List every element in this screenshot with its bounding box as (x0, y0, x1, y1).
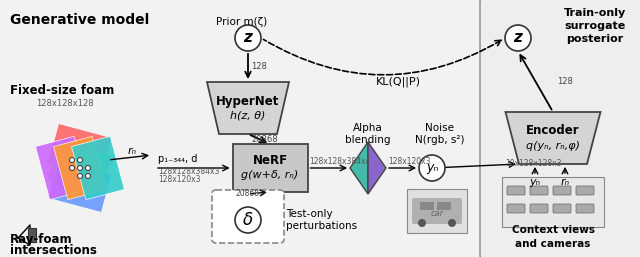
Text: 128: 128 (251, 62, 267, 71)
Text: Noise
N(rgb, s²): Noise N(rgb, s²) (415, 123, 465, 145)
Text: g(w+δ, rₙ): g(w+δ, rₙ) (241, 170, 299, 180)
Circle shape (505, 25, 531, 51)
Text: yₙ: yₙ (529, 177, 541, 187)
FancyBboxPatch shape (553, 204, 571, 213)
FancyBboxPatch shape (0, 0, 483, 257)
Bar (47, 134, 113, 201)
Circle shape (77, 158, 83, 162)
Text: car: car (430, 208, 444, 217)
Bar (48, 160, 112, 213)
Bar (36, 136, 88, 200)
Polygon shape (350, 142, 368, 194)
Text: 10x128x128x3: 10x128x128x3 (505, 160, 561, 169)
Polygon shape (368, 142, 386, 194)
Circle shape (419, 155, 445, 181)
Circle shape (235, 25, 261, 51)
Bar (48, 142, 112, 195)
FancyBboxPatch shape (576, 204, 594, 213)
FancyBboxPatch shape (232, 144, 307, 192)
FancyBboxPatch shape (553, 186, 571, 195)
Text: Test-only
perturbations: Test-only perturbations (286, 209, 357, 231)
Text: z: z (513, 31, 522, 45)
Text: p₁₋₃₄₄, d: p₁₋₃₄₄, d (158, 154, 197, 164)
Text: 128x120x3: 128x120x3 (158, 175, 200, 183)
FancyBboxPatch shape (212, 190, 284, 243)
Bar (47, 134, 113, 201)
Circle shape (235, 207, 261, 233)
FancyBboxPatch shape (407, 189, 467, 233)
Text: 128x120x3: 128x120x3 (388, 157, 431, 166)
Text: 128: 128 (557, 77, 573, 86)
Bar (54, 136, 106, 200)
Text: rₙ: rₙ (127, 146, 136, 156)
Text: δ: δ (243, 211, 253, 229)
Circle shape (86, 173, 90, 179)
Text: intersections: intersections (10, 244, 97, 257)
Circle shape (70, 158, 74, 162)
Text: KL(Q||P): KL(Q||P) (376, 77, 420, 87)
Text: Train-only
surrogate
posterior: Train-only surrogate posterior (564, 8, 626, 44)
Text: 128x128x384x3: 128x128x384x3 (158, 167, 220, 176)
Text: Alpha
blending: Alpha blending (345, 123, 391, 145)
Text: z: z (244, 31, 252, 45)
Circle shape (86, 166, 90, 170)
Circle shape (70, 166, 74, 170)
Text: 20868: 20868 (251, 135, 278, 144)
FancyBboxPatch shape (507, 204, 525, 213)
Circle shape (418, 219, 426, 227)
Circle shape (77, 166, 83, 170)
FancyBboxPatch shape (530, 186, 548, 195)
Bar (48, 124, 112, 177)
FancyBboxPatch shape (437, 202, 451, 210)
Text: Generative model: Generative model (10, 13, 149, 27)
Text: Ray-foam: Ray-foam (10, 234, 72, 246)
Text: 128x128x384x4: 128x128x384x4 (310, 157, 371, 166)
Text: yₙ: yₙ (426, 161, 438, 175)
FancyArrowPatch shape (264, 39, 501, 75)
Text: h(z, θ): h(z, θ) (230, 111, 266, 121)
FancyBboxPatch shape (530, 204, 548, 213)
FancyBboxPatch shape (576, 186, 594, 195)
Polygon shape (506, 112, 600, 164)
FancyBboxPatch shape (502, 177, 604, 227)
Circle shape (448, 219, 456, 227)
Text: 128x128x128: 128x128x128 (36, 98, 93, 107)
Polygon shape (207, 82, 289, 134)
Bar (28, 228, 36, 242)
FancyBboxPatch shape (412, 198, 462, 224)
Text: Fixed-size foam: Fixed-size foam (10, 84, 115, 96)
FancyBboxPatch shape (420, 202, 434, 210)
Circle shape (77, 173, 83, 179)
Text: 20868: 20868 (236, 189, 260, 198)
Text: Encoder: Encoder (526, 124, 580, 137)
Text: Context views
and cameras: Context views and cameras (511, 225, 595, 249)
Text: Prior m(ζ): Prior m(ζ) (216, 17, 268, 27)
Text: q(yₙ, rₙ,φ): q(yₙ, rₙ,φ) (526, 141, 580, 151)
FancyBboxPatch shape (507, 186, 525, 195)
Bar (72, 136, 124, 200)
Text: rₙ: rₙ (561, 177, 570, 187)
Text: NeRF: NeRF (252, 154, 287, 168)
FancyBboxPatch shape (480, 0, 640, 257)
Text: HyperNet: HyperNet (216, 95, 280, 107)
